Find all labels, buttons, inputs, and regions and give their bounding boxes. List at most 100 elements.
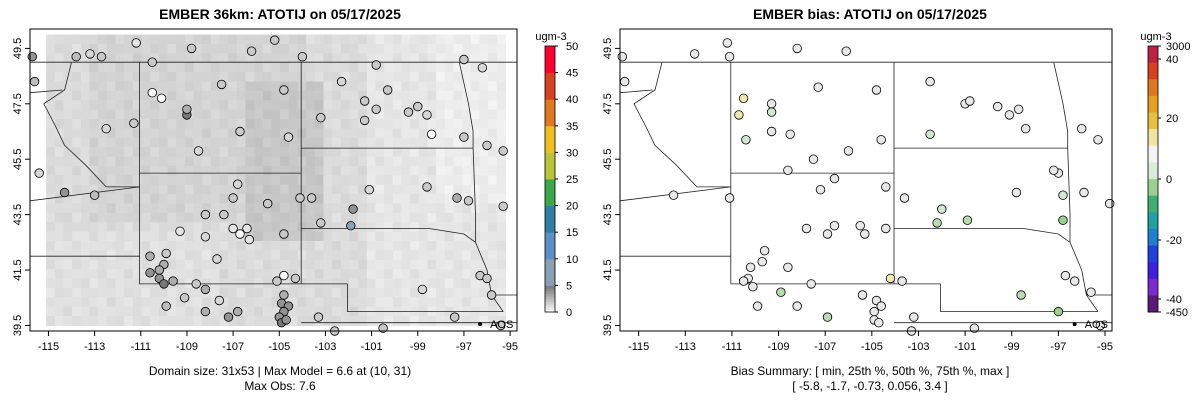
model-grid-cell bbox=[436, 259, 446, 270]
model-grid-cell bbox=[392, 62, 403, 73]
model-grid-cell bbox=[141, 194, 151, 205]
monitor-site-point bbox=[383, 85, 393, 95]
model-grid-cell bbox=[176, 53, 186, 64]
model-grid-cell bbox=[254, 72, 264, 83]
model-grid-cell bbox=[479, 147, 489, 158]
model-grid-cell bbox=[80, 128, 91, 139]
model-grid-cell bbox=[106, 287, 117, 298]
model-grid-cell bbox=[297, 175, 307, 186]
colorbar-tick-label: 0 bbox=[566, 307, 572, 319]
model-grid-cell bbox=[332, 250, 342, 261]
model-grid-cell bbox=[332, 90, 342, 101]
model-grid-cell bbox=[228, 53, 238, 64]
model-grid-cell bbox=[262, 241, 273, 251]
model-grid-cell bbox=[332, 156, 342, 167]
model-grid-cell bbox=[332, 175, 342, 186]
model-grid-cell bbox=[150, 297, 160, 308]
colorbar-swatch bbox=[545, 165, 555, 169]
model-grid-cell bbox=[236, 90, 247, 101]
model-grid-cell bbox=[132, 241, 143, 251]
colorbar-tick-label: 40 bbox=[1166, 54, 1178, 66]
model-grid-cell bbox=[462, 156, 472, 167]
model-grid-cell bbox=[89, 119, 99, 129]
model-grid-cell bbox=[210, 269, 221, 280]
model-grid-cell bbox=[453, 72, 463, 83]
model-grid-cell bbox=[141, 90, 151, 101]
model-grid-cell bbox=[375, 250, 385, 261]
colorbar-swatch bbox=[545, 59, 555, 63]
model-grid-cell bbox=[375, 278, 385, 289]
monitor-site-point bbox=[371, 60, 381, 70]
model-grid-cell bbox=[427, 297, 437, 308]
monitor-site-point bbox=[1020, 123, 1031, 134]
model-grid-cell bbox=[401, 259, 411, 270]
model-grid-cell bbox=[202, 184, 212, 195]
model-grid-cell bbox=[80, 297, 91, 308]
model-grid-cell bbox=[436, 128, 446, 139]
model-grid-cell bbox=[115, 231, 125, 242]
monitor-site-point bbox=[316, 112, 326, 123]
state-boundary bbox=[894, 228, 1071, 243]
model-grid-cell bbox=[401, 222, 411, 233]
model-grid-cell bbox=[340, 165, 351, 176]
monitor-site-point bbox=[734, 110, 744, 120]
model-grid-cell bbox=[262, 100, 273, 111]
model-grid-cell bbox=[280, 100, 290, 111]
model-grid-cell bbox=[245, 250, 255, 261]
model-grid-cell bbox=[63, 175, 73, 186]
model-grid-cell bbox=[436, 287, 446, 298]
model-grid-cell bbox=[89, 269, 99, 280]
model-grid-cell bbox=[349, 34, 359, 45]
model-grid-cell bbox=[280, 222, 290, 233]
model-grid-cell bbox=[392, 147, 403, 158]
model-grid-cell bbox=[176, 128, 186, 139]
x-tick-label: -109 bbox=[768, 341, 790, 353]
model-grid-cell bbox=[124, 147, 134, 158]
model-grid-cell bbox=[453, 109, 463, 120]
monitor-site-point bbox=[876, 135, 886, 145]
right-chart-title: EMBER bias: ATOTIJ on 05/17/2025 bbox=[753, 6, 987, 22]
model-grid-cell bbox=[488, 128, 498, 139]
colorbar-swatch bbox=[545, 80, 555, 84]
model-grid-cell bbox=[453, 34, 463, 45]
monitor-site-point bbox=[228, 193, 238, 203]
state-boundary bbox=[730, 173, 894, 285]
colorbar-swatch bbox=[545, 101, 555, 106]
model-grid-cell bbox=[150, 137, 160, 148]
model-grid-cell bbox=[314, 165, 325, 176]
model-grid-cell bbox=[418, 62, 429, 73]
model-grid-cell bbox=[410, 287, 420, 298]
model-grid-cell bbox=[98, 90, 108, 101]
model-grid-cell bbox=[193, 212, 203, 223]
model-grid-cell bbox=[271, 316, 281, 327]
model-grid-cell bbox=[202, 222, 212, 233]
model-grid-cell bbox=[479, 184, 489, 195]
colorbar-swatch bbox=[545, 189, 555, 193]
colorbar-tick-label: 50 bbox=[566, 41, 578, 53]
model-grid-cell bbox=[340, 43, 351, 54]
model-grid-cell bbox=[496, 194, 507, 205]
model-grid-cell bbox=[132, 259, 143, 270]
model-grid-cell bbox=[124, 184, 134, 195]
model-grid-cell bbox=[262, 119, 273, 129]
model-grid-cell bbox=[496, 43, 507, 54]
model-grid-cell bbox=[63, 241, 73, 251]
model-grid-cell bbox=[141, 231, 151, 242]
model-grid-cell bbox=[332, 297, 342, 308]
model-grid-cell bbox=[444, 259, 455, 270]
model-grid-cell bbox=[375, 43, 385, 54]
model-grid-cell bbox=[444, 137, 455, 148]
monitor-site-point bbox=[244, 234, 255, 245]
colorbar-swatch bbox=[545, 256, 555, 260]
model-grid-cell bbox=[228, 119, 238, 129]
model-grid-cell bbox=[340, 119, 351, 129]
model-grid-cell bbox=[462, 316, 472, 327]
model-grid-cell bbox=[106, 269, 117, 280]
model-grid-cell bbox=[176, 34, 186, 45]
model-grid-cell bbox=[392, 128, 403, 139]
model-grid-cell bbox=[401, 250, 411, 261]
model-grid-cell bbox=[236, 137, 247, 148]
model-grid-cell bbox=[63, 297, 73, 308]
model-grid-cell bbox=[158, 62, 169, 73]
model-grid-cell bbox=[366, 137, 377, 148]
